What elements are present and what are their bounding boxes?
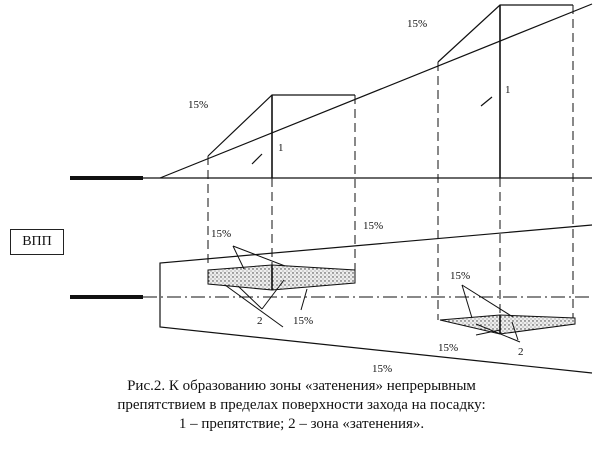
slope-label: 15% [188, 99, 208, 111]
slope-label: 15% [211, 228, 231, 240]
leader-line [232, 245, 286, 267]
obstacle-number: 1 [278, 142, 284, 154]
caption-line: Рис.2. К образованию зоны «затенения» не… [127, 378, 476, 394]
caption-line: 1 – препятствие; 2 – зона «затенения». [178, 416, 425, 432]
figure-caption: Рис.2. К образованию зоны «затенения» не… [0, 377, 603, 434]
leader-line [237, 285, 263, 310]
approach-surface-plan [159, 224, 593, 374]
shadow-number: 2 [257, 315, 263, 327]
leader-line [511, 321, 519, 341]
slope-label: 15% [363, 220, 383, 232]
leader-line [224, 284, 284, 328]
caption-line: препятствием в пределах поверхности захо… [117, 397, 486, 413]
leader-line [261, 279, 285, 310]
slope-label: 15% [293, 315, 313, 327]
slope-label: 15% [450, 270, 470, 282]
shadow-zone-2 [439, 314, 576, 335]
shadow-zone-1 [207, 264, 356, 291]
slope-label: 15% [438, 342, 458, 354]
approach-surface-profile [159, 3, 593, 179]
leader-line [475, 329, 501, 336]
runway-label-box: ВПП [10, 229, 64, 255]
leader-line [461, 284, 473, 319]
obstacle-slash [251, 153, 263, 165]
slope-label: 15% [407, 18, 427, 30]
slope-label: 15% [372, 363, 392, 375]
leader-line [300, 288, 308, 311]
leader-line [232, 245, 245, 270]
obstacle-slash [480, 96, 493, 107]
leader-line [475, 323, 521, 343]
obstacle-2-profile [437, 4, 573, 63]
shadow-number: 2 [518, 346, 524, 358]
obstacle-number: 1 [505, 84, 511, 96]
leader-line [461, 284, 514, 318]
